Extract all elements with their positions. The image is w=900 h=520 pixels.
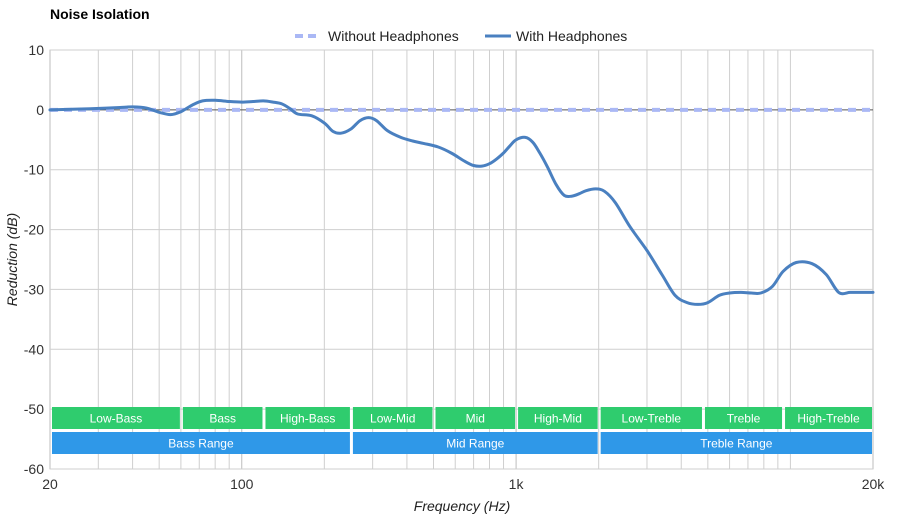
band-label: Treble — [727, 412, 761, 426]
chart-title: Noise Isolation — [50, 6, 150, 22]
y-tick-label: -10 — [24, 162, 44, 178]
band-bass — [182, 407, 263, 429]
band-mid — [435, 407, 516, 429]
y-tick-label: 0 — [36, 102, 44, 118]
band-label: Mid Range — [446, 437, 504, 451]
band-treble — [704, 407, 783, 429]
legend-label-without-headphones: Without Headphones — [328, 28, 459, 44]
series-line-with-headphones — [48, 98, 875, 306]
y-tick-label: -40 — [24, 341, 44, 357]
x-tick-label: 20 — [42, 476, 58, 492]
band-high-mid — [518, 407, 598, 429]
band-label: High-Mid — [534, 412, 582, 426]
band-mid-range — [352, 432, 598, 454]
y-tick-label: 10 — [28, 42, 44, 58]
y-axis-label: Reduction (dB) — [4, 213, 20, 306]
band-label: Low-Bass — [90, 412, 143, 426]
x-tick-label: 1k — [509, 476, 525, 492]
y-tick-label: -60 — [24, 461, 44, 477]
x-tick-label: 20k — [862, 476, 886, 492]
y-tick-label: -50 — [24, 401, 44, 417]
band-label: High-Bass — [280, 412, 335, 426]
band-low-treble — [600, 407, 702, 429]
band-low-bass — [52, 407, 180, 429]
legend-label-with-headphones: With Headphones — [516, 28, 627, 44]
band-treble-range — [600, 432, 872, 454]
series-lines — [48, 98, 875, 306]
legend: Without Headphones With Headphones — [295, 28, 627, 44]
band-label: Mid — [466, 412, 485, 426]
band-label: High-Treble — [797, 412, 860, 426]
band-high-treble — [785, 407, 872, 429]
band-label: Treble Range — [700, 437, 773, 451]
x-axis-label: Frequency (Hz) — [414, 498, 510, 514]
band-label: Bass — [209, 412, 236, 426]
band-bass-range — [52, 432, 350, 454]
y-tick-label: -30 — [24, 281, 44, 297]
band-label: Low-Treble — [622, 412, 682, 426]
frequency-bands: Low-Bass Bass High-Bass Low-Mid Mid High-Mid L… — [52, 407, 872, 454]
y-tick-label: -20 — [24, 222, 44, 238]
x-tick-label: 100 — [230, 476, 254, 492]
band-label: Low-Mid — [370, 412, 415, 426]
band-low-mid — [352, 407, 433, 429]
band-high-bass — [265, 407, 350, 429]
band-label: Bass Range — [168, 437, 234, 451]
